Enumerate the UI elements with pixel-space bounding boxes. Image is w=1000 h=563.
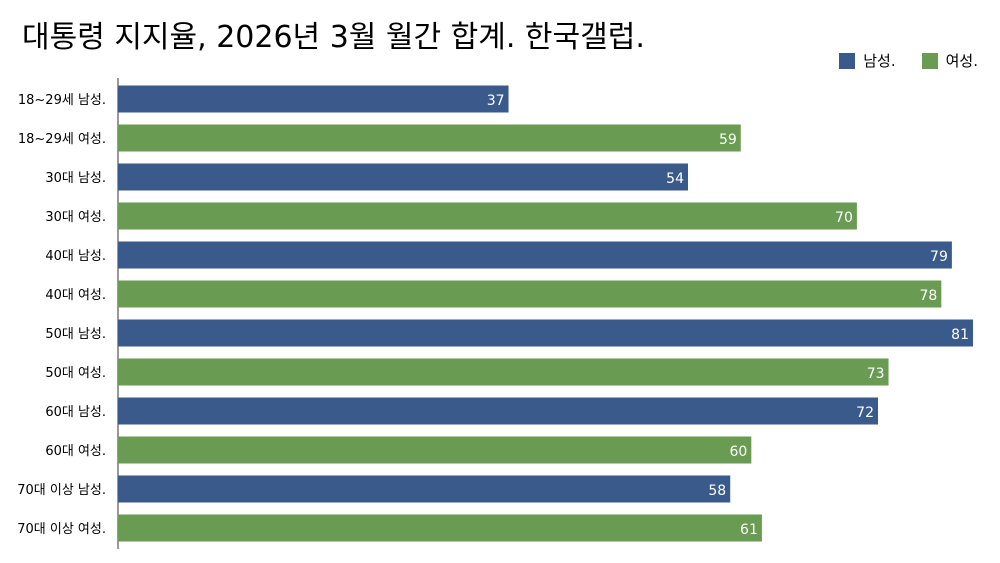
bar — [118, 319, 973, 347]
bar — [118, 241, 952, 269]
category-label: 30대 남성. — [45, 171, 106, 186]
category-label: 70대 이상 남성. — [17, 483, 106, 498]
category-label: 18~29세 남성. — [18, 93, 106, 108]
category-label: 40대 여성. — [45, 288, 106, 303]
bar — [118, 124, 741, 152]
value-label: 72 — [856, 405, 874, 421]
legend-item-female: 여성. — [921, 50, 978, 71]
legend-swatch-female — [921, 52, 938, 69]
value-label: 59 — [719, 132, 737, 148]
bar — [118, 280, 942, 308]
bar — [118, 85, 509, 113]
bar — [118, 163, 688, 191]
value-label: 79 — [930, 249, 948, 265]
legend: 남성. 여성. — [839, 50, 978, 71]
category-label: 60대 여성. — [45, 444, 106, 459]
bar — [118, 436, 752, 464]
value-label: 60 — [730, 444, 748, 460]
category-label: 70대 이상 여성. — [17, 522, 106, 537]
legend-label-male: 남성. — [863, 52, 896, 70]
bar — [118, 397, 878, 425]
category-label: 60대 남성. — [45, 405, 106, 420]
bar — [118, 475, 731, 503]
value-label: 78 — [920, 288, 938, 304]
value-label: 73 — [867, 366, 885, 382]
category-label: 18~29세 여성. — [18, 132, 106, 147]
value-label: 37 — [487, 93, 505, 109]
value-label: 54 — [666, 171, 684, 187]
bar — [118, 358, 889, 386]
category-label: 50대 여성. — [45, 366, 106, 381]
value-label: 58 — [708, 483, 726, 499]
category-label: 30대 여성. — [45, 210, 106, 225]
category-label: 40대 남성. — [45, 249, 106, 264]
value-label: 70 — [835, 210, 853, 226]
category-label: 50대 남성. — [45, 327, 106, 342]
legend-swatch-male — [839, 52, 856, 69]
bar — [118, 202, 857, 230]
value-label: 81 — [951, 327, 969, 343]
chart-title: 대통령 지지율, 2026년 3월 월간 합계. 한국갤럽. — [22, 20, 645, 55]
legend-label-female: 여성. — [945, 52, 978, 70]
legend-item-male: 남성. — [839, 50, 896, 71]
value-label: 61 — [740, 522, 758, 538]
bar — [118, 514, 762, 542]
